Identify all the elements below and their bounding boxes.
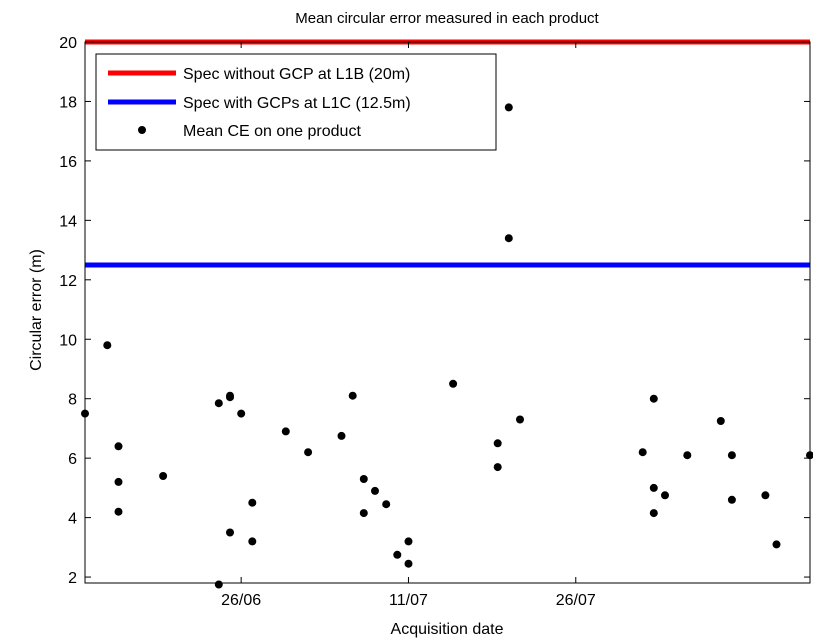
data-point [114,507,123,516]
x-tick-label: 26/06 [221,592,261,609]
data-point [337,431,346,440]
data-point [114,442,123,451]
data-point [237,409,246,418]
data-point [661,491,669,500]
data-point [404,559,413,568]
y-axis-title: Circular error (m) [28,249,45,371]
legend-label-mean-ce: Mean CE on one product [183,123,361,140]
legend: Spec without GCP at L1B (20m) Spec with … [95,53,497,151]
data-point [359,509,368,518]
data-point [281,427,290,436]
data-point [772,540,781,549]
legend-label-l1b-spec: Spec without GCP at L1B (20m) [183,66,410,83]
y-tick-label: 2 [68,570,77,587]
x-tick-label: 11/07 [389,592,428,609]
data-point [114,477,123,486]
data-point [638,448,647,457]
data-point [248,498,257,507]
data-point [382,500,391,509]
data-point [649,483,658,492]
data-point [716,417,725,425]
data-point [393,550,402,559]
data-point [516,415,524,424]
data-point [504,103,513,112]
y-tick-label: 14 [59,213,77,230]
data-point [404,537,413,546]
data-point [649,509,658,518]
data-point [727,495,736,504]
y-tick-label: 20 [59,35,77,52]
y-tick-label: 10 [59,332,77,349]
data-point [371,486,379,495]
data-point [449,379,458,388]
data-point [304,448,313,457]
data-point [348,391,357,400]
data-point [493,463,502,472]
data-point [727,451,736,460]
data-point [359,475,368,483]
y-tick-label: 18 [59,94,77,111]
y-tick-label: 12 [59,273,77,290]
data-point [159,472,168,480]
chart-title: Mean circular error measured in each pro… [295,10,599,27]
y-tick-label: 4 [68,511,77,528]
legend-label-l1c-spec: Spec with GCPs at L1C (12.5m) [183,95,411,112]
data-point [504,234,513,243]
data-point [683,451,692,460]
plot-frame [84,41,811,584]
data-point [493,439,502,448]
data-point [214,399,223,408]
data-point [248,537,257,546]
y-tick-label: 8 [68,392,77,409]
y-tick-label: 16 [59,154,77,171]
data-point [226,393,234,402]
data-point [103,341,112,350]
data-point [214,580,223,589]
data-point [649,394,658,403]
data-point [226,528,234,537]
x-tick-label: 26/07 [556,592,596,609]
axis-layer: 2 4 6 8 10 12 14 16 18 20 26/06 11/07 26/07 [59,35,810,609]
y-tick-label: 6 [68,451,77,468]
data-point [761,491,770,500]
x-axis-title: Acquisition date [391,621,504,638]
legend-marker-mean-ce [138,126,146,134]
